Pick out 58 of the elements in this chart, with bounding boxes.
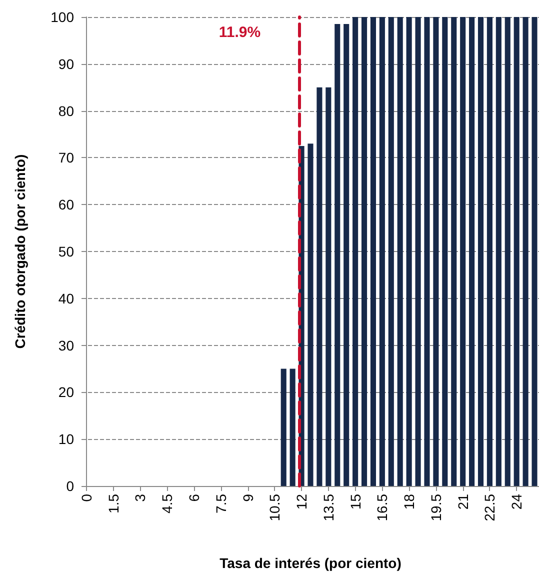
x-tick-label: 3 — [132, 494, 148, 502]
bar — [522, 17, 528, 486]
bar — [478, 17, 484, 486]
x-tick-label: 18 — [401, 494, 418, 510]
x-tick-label: 0 — [78, 494, 94, 502]
x-tick-label: 4.5 — [159, 494, 176, 514]
y-tick-label: 20 — [58, 384, 74, 400]
bar — [469, 17, 475, 486]
bar — [316, 87, 322, 486]
bar — [397, 17, 403, 486]
x-tick-label: 13.5 — [320, 494, 336, 522]
x-tick-label: 21 — [454, 494, 471, 510]
bar — [370, 17, 376, 486]
bar — [424, 17, 430, 486]
x-tick-label: 22.5 — [482, 494, 498, 522]
bar — [460, 17, 466, 486]
bar — [442, 17, 448, 486]
x-tick-label: 10.5 — [266, 494, 283, 522]
x-tick-label: 7.5 — [212, 494, 229, 514]
x-tick-label: 19.5 — [428, 494, 444, 522]
y-tick-label: 40 — [58, 290, 74, 306]
y-axis-title: Crédito otorgado (por ciento) — [12, 154, 28, 349]
bar — [514, 17, 520, 486]
bar — [308, 144, 314, 486]
bar — [433, 17, 439, 486]
x-tick-label: 9 — [240, 494, 256, 502]
x-tick-label: 24 — [508, 494, 525, 510]
bar — [344, 24, 350, 486]
bar — [486, 17, 492, 486]
bar — [361, 17, 368, 486]
bar — [415, 17, 421, 486]
y-tick-label: 30 — [58, 337, 74, 354]
x-tick-label: 12 — [294, 494, 310, 510]
bar — [406, 17, 412, 486]
bar — [334, 24, 340, 486]
bar — [451, 17, 457, 486]
x-tick-label: 6 — [186, 494, 202, 502]
y-tick-label: 10 — [58, 431, 74, 448]
x-tick-label: 16.5 — [374, 494, 390, 522]
bar — [504, 17, 510, 486]
ref-line-label: 11.9% — [218, 24, 261, 41]
bar — [352, 17, 358, 486]
y-tick-label: 100 — [50, 9, 74, 25]
y-tick-label: 60 — [58, 196, 74, 213]
bar — [326, 87, 332, 486]
bar — [496, 17, 502, 486]
y-tick-label: 80 — [58, 102, 74, 119]
x-tick-label: 15 — [347, 494, 364, 510]
bar — [280, 368, 286, 486]
x-axis-title: Tasa de interés (por ciento) — [220, 555, 402, 571]
bar — [532, 17, 538, 486]
bar — [388, 17, 394, 486]
bar — [290, 368, 296, 486]
y-tick-label: 90 — [58, 56, 74, 72]
y-tick-label: 70 — [58, 150, 74, 166]
bar — [379, 17, 385, 486]
x-tick-label: 1.5 — [105, 494, 122, 514]
y-tick-label: 50 — [58, 244, 74, 260]
